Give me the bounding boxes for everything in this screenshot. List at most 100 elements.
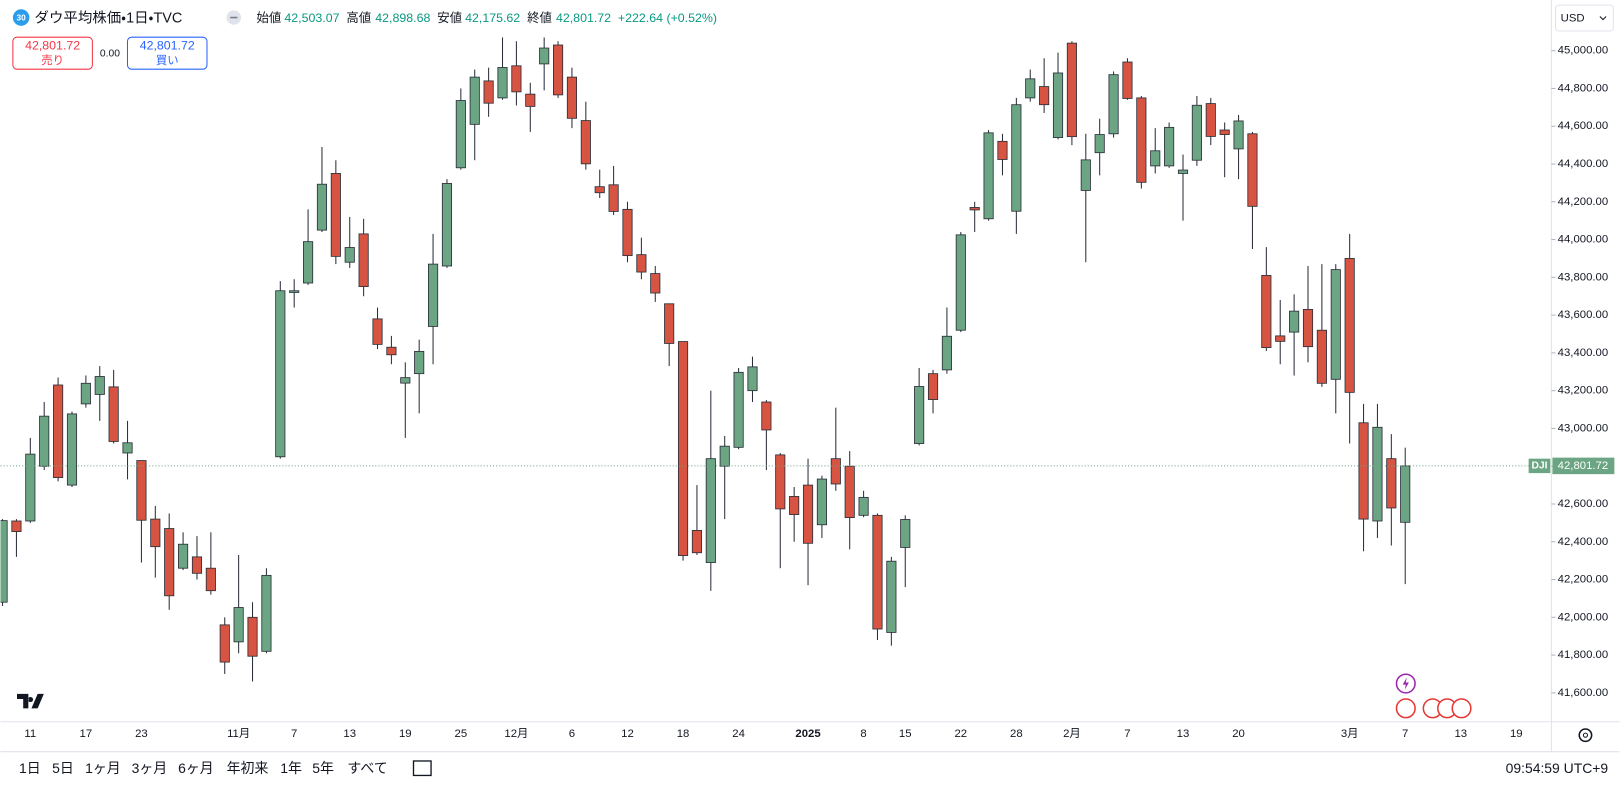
candle-body xyxy=(983,132,994,220)
plot-area xyxy=(0,37,1411,682)
candle-body xyxy=(428,263,439,327)
candle-body xyxy=(1177,169,1189,174)
ohlc-label: 高値 xyxy=(346,10,371,25)
candle-body xyxy=(261,574,272,652)
candle-body xyxy=(969,207,980,211)
candle-body xyxy=(178,543,189,569)
sell-button[interactable] xyxy=(12,36,93,70)
candle-body xyxy=(1122,61,1133,99)
candle-body xyxy=(400,377,411,384)
candle-body xyxy=(677,341,689,556)
candle-body xyxy=(1316,329,1327,384)
candle-body xyxy=(830,458,841,485)
y-tick-label: 44,200.00 xyxy=(1558,196,1608,208)
clock: 09:54:59 UTC+9 xyxy=(1506,760,1609,776)
candle-body xyxy=(1289,310,1300,333)
symbol-title[interactable]: ダウ平均株価・1日・TVC xyxy=(35,9,183,26)
candle-body xyxy=(664,303,675,344)
candle-body xyxy=(164,528,175,597)
settings-button[interactable] xyxy=(1578,728,1593,743)
x-tick-label: 8 xyxy=(860,728,866,740)
candle-body xyxy=(747,366,758,392)
ohlc-legend: 始値 42,503.07 高値 42,898.68 安値 42,175.62 終値 42,80… xyxy=(257,10,612,25)
candle-body xyxy=(191,556,203,574)
candle-body xyxy=(927,373,939,400)
candle-body xyxy=(1219,129,1230,135)
candle-body xyxy=(858,496,869,516)
candle-body xyxy=(719,445,730,467)
candle-body xyxy=(136,460,147,521)
x-tick-label: 2月 xyxy=(1063,728,1081,740)
ohlc-value: 42,503.07 xyxy=(284,11,339,25)
candle-body xyxy=(552,44,564,96)
candle-body xyxy=(1302,309,1314,348)
range-button[interactable]: 1日 xyxy=(19,760,41,776)
candle-body xyxy=(1330,269,1341,380)
candle-body xyxy=(1205,103,1216,137)
y-tick-label: 41,600.00 xyxy=(1558,687,1608,699)
candle-body xyxy=(441,183,453,267)
range-button[interactable]: 1年 xyxy=(280,760,302,776)
candle-body xyxy=(108,386,119,442)
range-button[interactable]: 6ヶ月 xyxy=(178,760,214,776)
candle-body xyxy=(455,100,466,169)
event-icon[interactable] xyxy=(1395,698,1416,719)
range-button[interactable]: 5年 xyxy=(312,760,334,776)
x-tick-label: 7 xyxy=(291,728,297,740)
candle-body xyxy=(775,454,786,510)
ohlc-value: 42,898.68 xyxy=(375,11,430,25)
candle-body xyxy=(525,93,536,107)
range-button[interactable]: すべて xyxy=(347,760,387,776)
y-tick-label: 41,800.00 xyxy=(1558,649,1608,661)
currency-button[interactable] xyxy=(1554,4,1614,32)
ohlc-label: 終値 xyxy=(527,10,552,25)
candle-body xyxy=(1011,104,1022,212)
x-tick-label: 19 xyxy=(1510,728,1523,740)
x-tick-label: 25 xyxy=(455,728,468,740)
candle-body xyxy=(1344,258,1355,393)
candle-body xyxy=(1094,134,1105,154)
candle-body xyxy=(1372,426,1383,522)
candle-body xyxy=(1358,422,1369,520)
candle-body xyxy=(566,76,578,119)
y-tick-label: 43,600.00 xyxy=(1558,309,1608,321)
y-tick-label: 44,400.00 xyxy=(1558,158,1608,170)
candle-body xyxy=(233,607,244,643)
candle-body xyxy=(11,520,22,532)
candle-body xyxy=(483,80,494,104)
sell-label: 売り xyxy=(41,54,64,67)
date-range-button[interactable] xyxy=(412,760,432,777)
symbol-tag-text: DJI xyxy=(1531,461,1547,472)
candle-body xyxy=(886,560,897,633)
settings-icon xyxy=(1582,732,1589,738)
x-tick-label: 3月 xyxy=(1341,728,1359,740)
candle-body xyxy=(1150,150,1161,167)
candle-body xyxy=(386,346,397,356)
event-icon[interactable] xyxy=(1451,698,1472,719)
candle-body xyxy=(802,484,814,544)
candle-body xyxy=(844,465,855,519)
candle-body xyxy=(539,47,550,65)
range-button[interactable]: 年初来 xyxy=(227,760,269,776)
y-tick-label: 42,000.00 xyxy=(1558,611,1608,623)
buy-button[interactable] xyxy=(126,36,208,70)
candle-body xyxy=(39,415,50,467)
candle-body xyxy=(0,520,8,603)
spread: 0.00 xyxy=(100,48,120,59)
range-toolbar: 1日 5日 1ヶ月 3ヶ月 6ヶ月 年初来 1年 5年 すべて xyxy=(19,760,388,776)
range-button[interactable]: 3ヶ月 xyxy=(132,760,168,776)
range-button[interactable]: 1ヶ月 xyxy=(85,760,121,776)
candle-body xyxy=(25,453,36,522)
candle-body xyxy=(941,335,952,371)
ohlc-label: 始値 xyxy=(257,10,282,25)
candle-body xyxy=(53,384,64,478)
candle-body xyxy=(303,241,314,284)
y-tick-label: 44,600.00 xyxy=(1558,120,1608,132)
candle-body xyxy=(955,234,966,331)
tradingview-logo[interactable] xyxy=(17,693,44,709)
range-button[interactable]: 5日 xyxy=(52,760,74,776)
candle-body xyxy=(1247,133,1258,207)
candle-body xyxy=(636,254,647,273)
candle-body xyxy=(1275,335,1286,342)
